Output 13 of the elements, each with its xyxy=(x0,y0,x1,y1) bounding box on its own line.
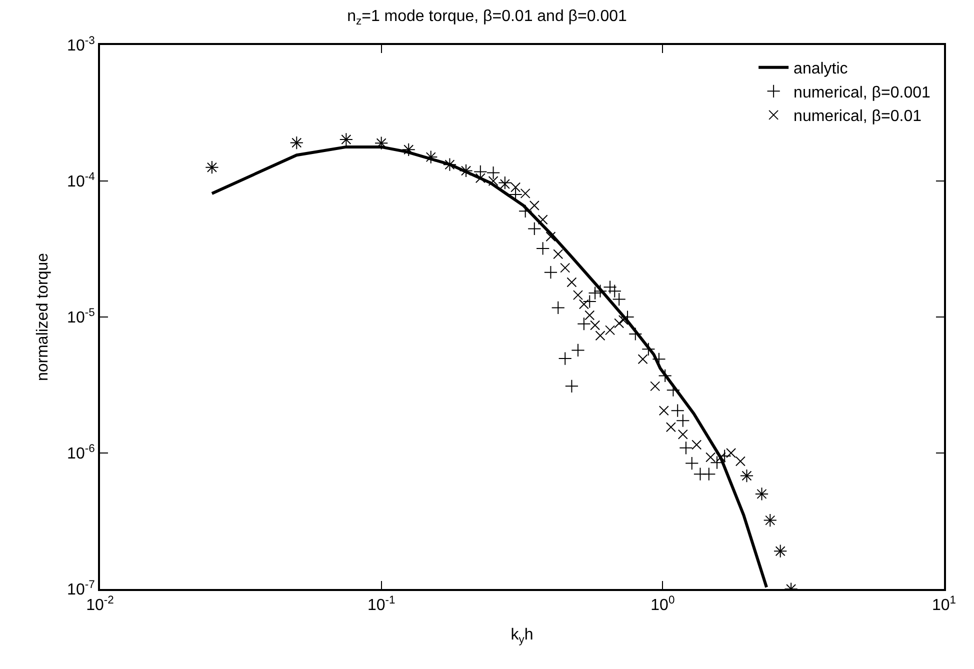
legend-label: numerical, β=0.001 xyxy=(794,84,930,102)
x-tick-label: 10$^{1}$ xyxy=(932,594,956,614)
y-axis-title: normalized torque xyxy=(34,252,52,382)
legend-label: numerical, β=0.01 xyxy=(794,108,922,126)
x-tick-label: 10$^{-1}$ xyxy=(367,594,396,614)
y-tick-label: 10$^{-6}$ xyxy=(67,442,95,463)
x-axis-title: k$_{y}$h xyxy=(510,626,534,646)
legend-label: analytic xyxy=(794,60,848,78)
x-tick-label: 10$^{0}$ xyxy=(650,594,675,614)
chart-title: n$_{z}$=1 mode torque, β=0.01 and β=0.001 xyxy=(347,8,627,28)
y-tick-label: 10$^{-4}$ xyxy=(67,170,95,191)
y-tick-label: 10$^{-3}$ xyxy=(67,34,95,55)
y-tick-label: 10$^{-5}$ xyxy=(67,306,95,327)
